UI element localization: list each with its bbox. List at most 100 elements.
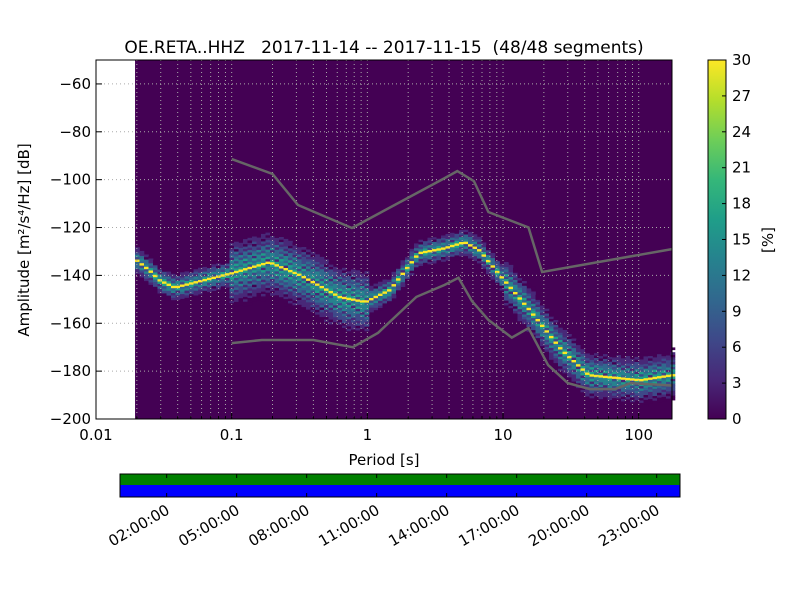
histogram-cell	[490, 274, 496, 278]
histogram-cell	[270, 281, 275, 284]
histogram-cell	[508, 305, 514, 309]
histogram-cell	[531, 308, 536, 311]
histogram-cell	[279, 265, 284, 269]
histogram-cell	[333, 312, 338, 315]
histogram-cell	[612, 395, 617, 399]
histogram-cell	[310, 285, 316, 289]
histogram-cell	[297, 268, 302, 272]
histogram-cell	[625, 391, 631, 395]
histogram-cell	[234, 270, 239, 274]
histogram-cell	[337, 326, 343, 330]
histogram-cell	[261, 288, 266, 292]
histogram-cell	[324, 304, 329, 308]
histogram-cell	[517, 294, 523, 298]
histogram-cell	[180, 277, 185, 280]
histogram-cell	[625, 384, 631, 388]
histogram-cell	[252, 277, 257, 280]
histogram-cell	[342, 291, 347, 295]
histogram-cell	[607, 383, 613, 386]
histogram-cell	[522, 302, 527, 305]
histogram-cell	[292, 290, 298, 294]
histogram-cell	[589, 386, 595, 389]
histogram-cell	[355, 301, 361, 305]
histogram-cell	[202, 285, 208, 289]
histogram-cell	[306, 249, 311, 253]
histogram-cell	[355, 318, 361, 321]
histogram-cell	[216, 270, 221, 274]
histogram-cell	[346, 290, 352, 293]
histogram-cell	[346, 271, 352, 274]
histogram-cell	[279, 251, 284, 255]
histogram-cell	[436, 259, 442, 263]
histogram-cell	[549, 311, 554, 315]
timeline-tick-label: 14:00:00	[385, 501, 452, 550]
histogram-cell	[414, 259, 419, 263]
histogram-cell	[468, 236, 473, 240]
histogram-cell	[558, 342, 563, 345]
histogram-cell	[328, 293, 334, 296]
histogram-cell	[292, 297, 298, 301]
histogram-cell	[495, 282, 500, 286]
histogram-cell	[247, 292, 253, 296]
histogram-cell	[216, 265, 221, 269]
histogram-cell	[661, 375, 667, 378]
histogram-cell	[283, 289, 289, 292]
histogram-cell	[288, 262, 293, 266]
histogram-cell	[373, 297, 379, 301]
histogram-cell	[373, 288, 379, 291]
histogram-cell	[301, 251, 307, 255]
histogram-cell	[324, 264, 329, 267]
histogram-cell	[265, 244, 271, 248]
histogram-cell	[274, 295, 280, 298]
histogram-cell	[661, 355, 667, 359]
histogram-cell	[441, 259, 446, 262]
histogram-cell	[153, 262, 158, 266]
histogram-cell	[625, 399, 631, 402]
histogram-cell	[526, 305, 532, 308]
histogram-cell	[261, 245, 266, 249]
histogram-cell	[256, 251, 262, 255]
histogram-cell	[387, 274, 392, 278]
histogram-cell	[238, 283, 244, 287]
colorbar-tick-label: 6	[732, 338, 742, 356]
histogram-cell	[211, 285, 217, 289]
histogram-cell	[562, 325, 568, 328]
histogram-cell	[589, 393, 595, 396]
histogram-cell	[391, 281, 397, 285]
histogram-cell	[288, 291, 293, 294]
histogram-cell	[486, 264, 491, 268]
histogram-cell	[252, 274, 257, 278]
histogram-cell	[643, 404, 649, 407]
histogram-cell	[648, 391, 653, 395]
histogram-cell	[585, 348, 590, 351]
histogram-cell	[670, 369, 676, 372]
histogram-cell	[562, 368, 568, 371]
histogram-cell	[238, 257, 244, 260]
histogram-cell	[342, 308, 347, 312]
histogram-cell	[499, 280, 505, 284]
histogram-cell	[634, 385, 640, 389]
histogram-cell	[288, 255, 293, 258]
histogram-cell	[288, 295, 293, 299]
histogram-cell	[283, 277, 289, 280]
histogram-cell	[387, 293, 392, 297]
histogram-cell	[342, 306, 347, 309]
histogram-cell	[670, 385, 676, 389]
histogram-cell	[342, 284, 347, 288]
histogram-cell	[288, 257, 293, 261]
histogram-cell	[333, 266, 338, 270]
histogram-cell	[522, 297, 527, 301]
histogram-cell	[337, 302, 343, 306]
histogram-cell	[540, 302, 545, 306]
histogram-cell	[288, 264, 293, 268]
histogram-cell	[265, 251, 271, 255]
histogram-cell	[652, 352, 658, 356]
histogram-cell	[256, 273, 262, 277]
histogram-cell	[450, 249, 455, 252]
histogram-cell	[423, 236, 428, 239]
histogram-cell	[355, 313, 361, 317]
histogram-cell	[436, 236, 442, 239]
histogram-cell	[202, 283, 208, 287]
histogram-cell	[355, 277, 361, 281]
histogram-cell	[184, 297, 190, 301]
